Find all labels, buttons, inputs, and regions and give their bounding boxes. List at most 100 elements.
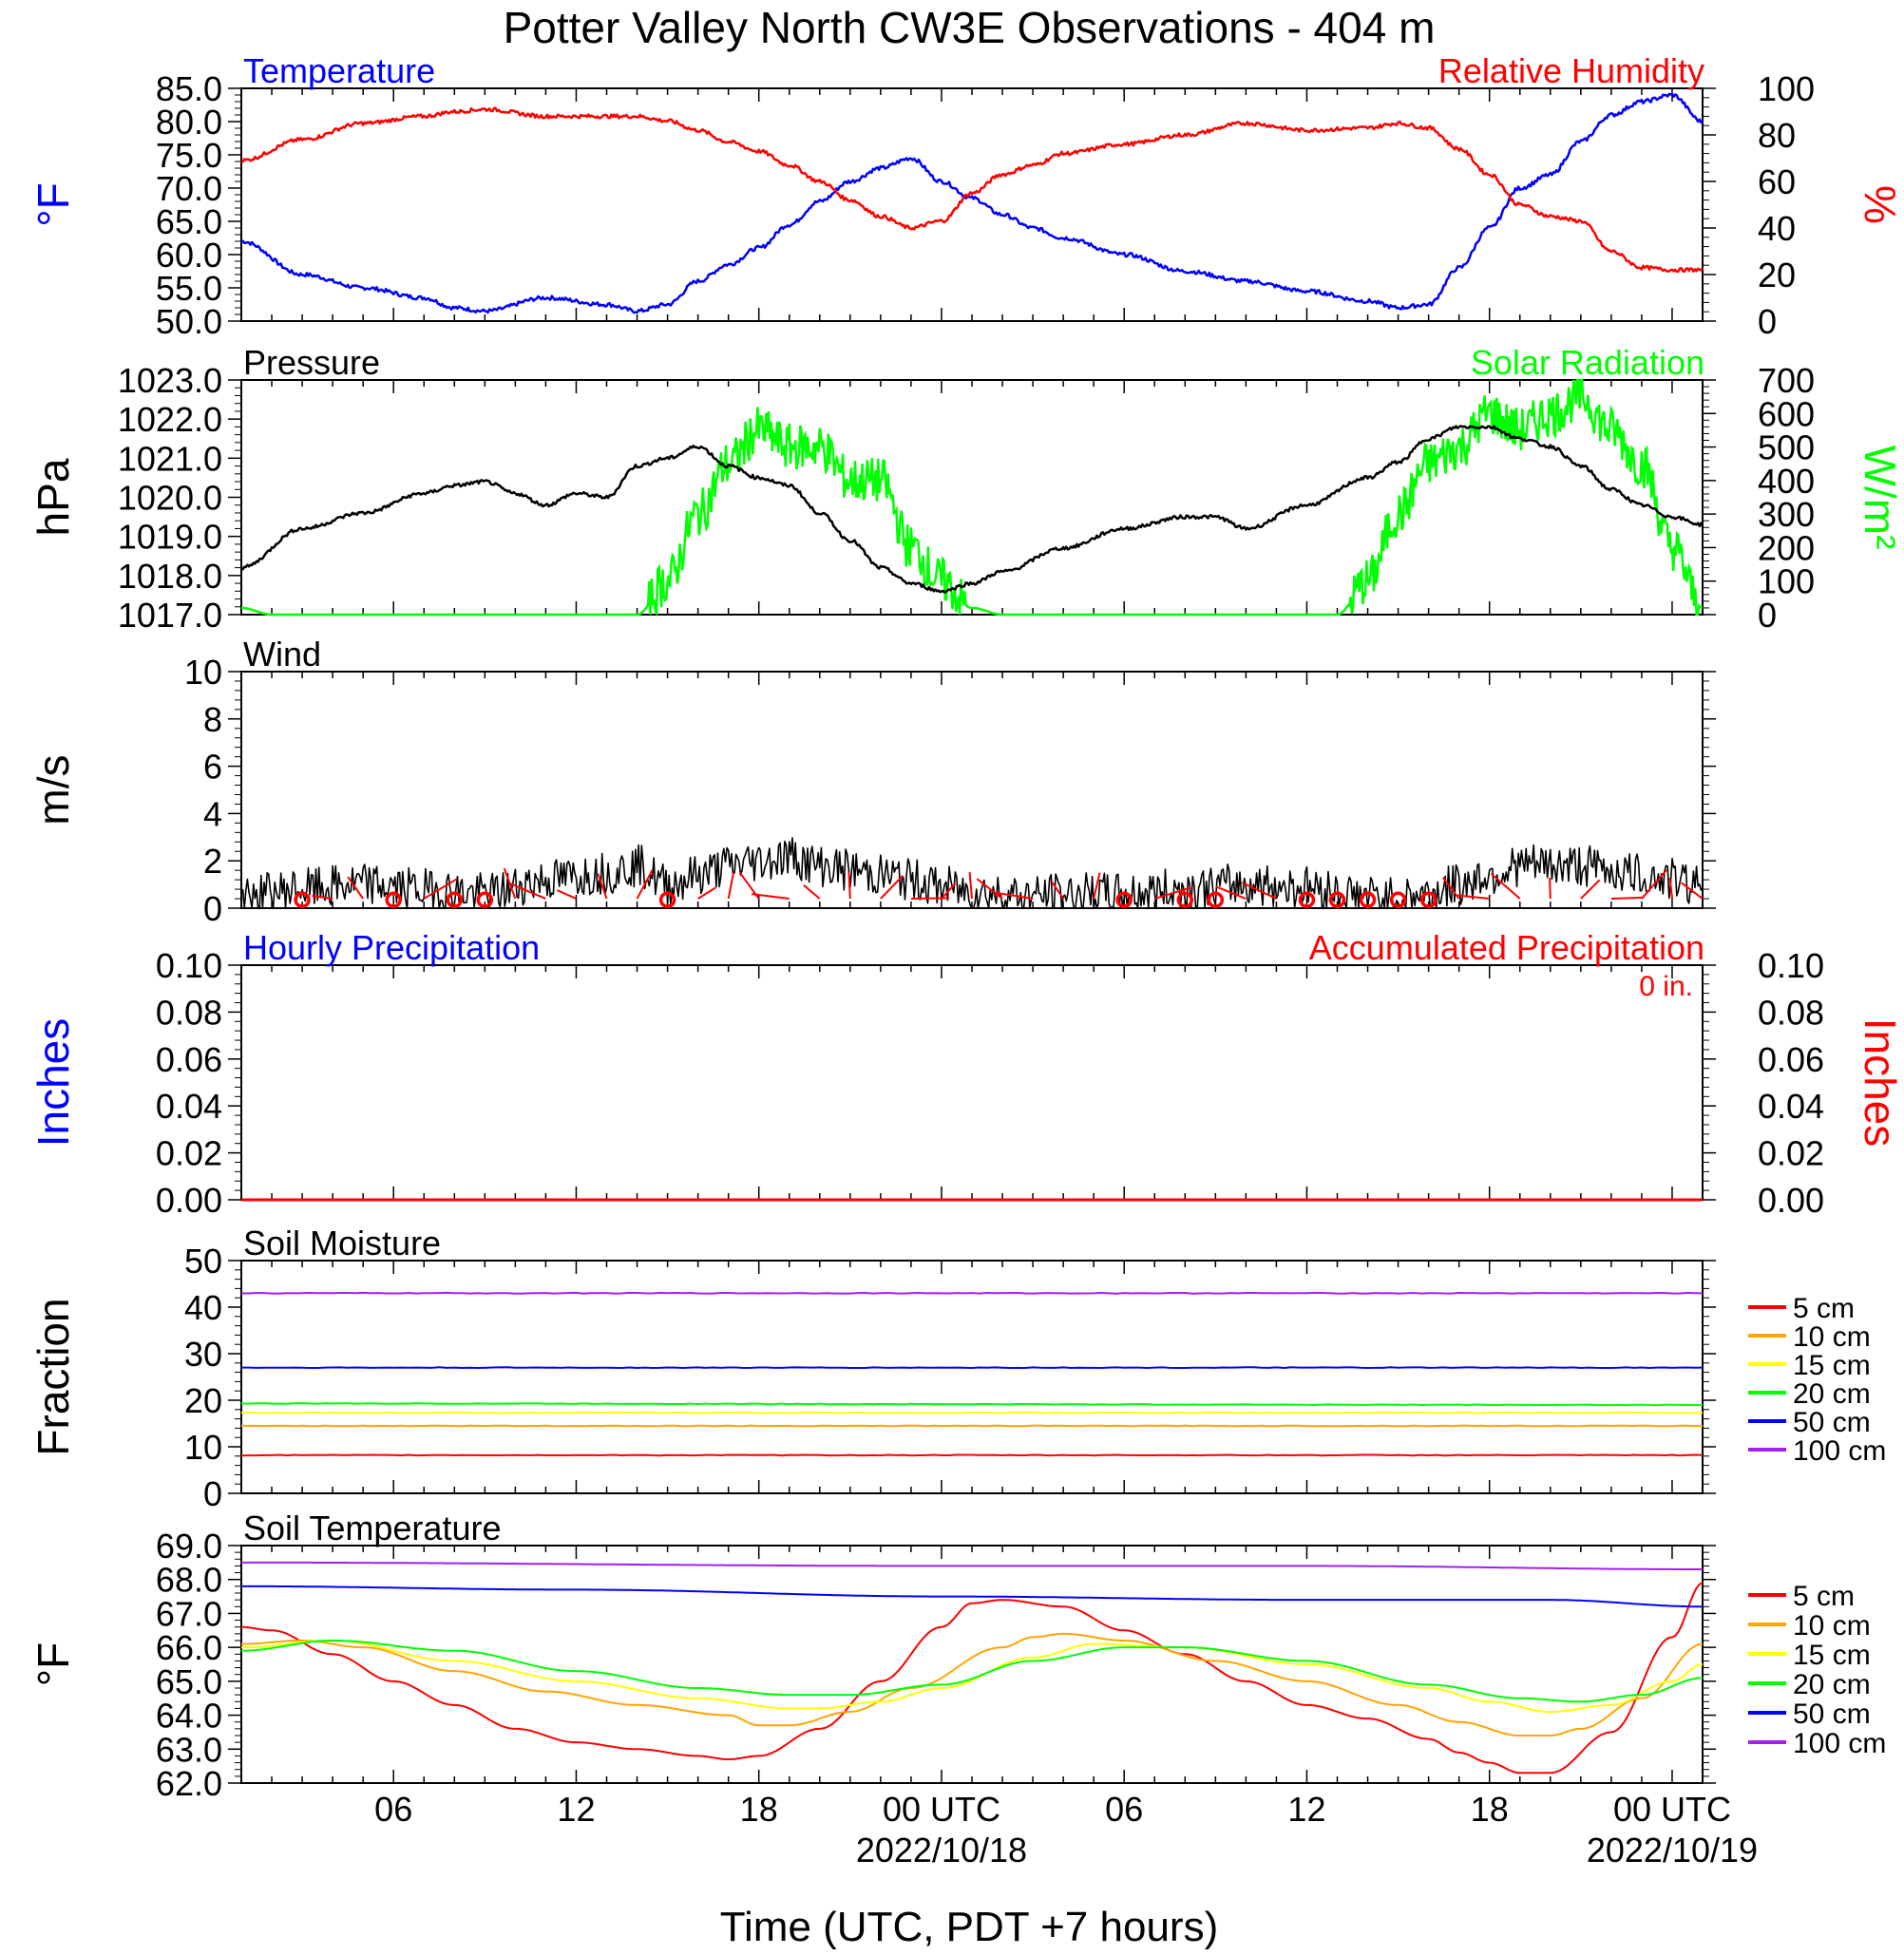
wind-barb — [1457, 894, 1490, 901]
y-tick-label-left: 75.0 — [156, 136, 222, 175]
series-soil-temperature-50cm — [241, 1585, 1703, 1608]
series-relative-humidity — [240, 106, 1704, 274]
y-tick-label-left: 2 — [203, 842, 222, 881]
y-tick-label-left: 55.0 — [156, 269, 222, 308]
y-tick-label-left: 68.0 — [156, 1561, 222, 1600]
y-tick-label-left: 0 — [203, 1474, 222, 1513]
y-tick-label-left: 65.0 — [156, 202, 222, 241]
panel-pressure-solar: 1023.01022.01021.01020.01019.01018.01017… — [29, 343, 1904, 635]
y-tick-label-right: 300 — [1758, 495, 1815, 534]
y-tick-label-left: 8 — [203, 700, 222, 739]
wind-calm-marker — [1115, 891, 1133, 909]
y-tick-label-left: 0.08 — [156, 993, 222, 1032]
y-tick-label-right: 0.00 — [1758, 1181, 1824, 1220]
x-tick-label: 12 — [1287, 1790, 1325, 1829]
legend-label: 100 cm — [1793, 1728, 1886, 1759]
series-wind-speed — [240, 837, 1704, 909]
wind-barb — [1610, 896, 1644, 901]
x-date-label: 2022/10/19 — [1587, 1831, 1758, 1870]
y-tick-label-left: 10 — [184, 1428, 222, 1467]
y-tick-label-left: 70.0 — [156, 169, 222, 208]
wind-calm-marker — [1389, 891, 1407, 909]
wind-barb — [347, 876, 364, 900]
wind-barb — [1093, 872, 1101, 900]
legend-label: 50 cm — [1793, 1407, 1871, 1438]
series-soil-moisture-15cm — [241, 1411, 1704, 1414]
panels: 85.080.075.070.065.060.055.050.010080604… — [29, 51, 1904, 1870]
y-tick-label-left: 10 — [184, 653, 222, 692]
wind-barb — [510, 883, 546, 900]
wind-calm-marker — [1298, 891, 1316, 909]
panel-temp-rh: 85.080.075.070.065.060.055.050.0 100 80 60 4… — [29, 51, 1904, 341]
panel-title-left: Wind — [243, 635, 321, 674]
y-tick-label-left: 65.0 — [156, 1662, 222, 1701]
wind-calm-marker — [1359, 891, 1377, 909]
x-tick-label: 06 — [374, 1790, 412, 1829]
y-axis-title-left: Inches — [29, 1018, 78, 1148]
y-tick-label-left: 0.02 — [156, 1134, 222, 1173]
wind-barb — [556, 889, 577, 900]
series-temperature — [240, 92, 1704, 314]
legend-label: 20 cm — [1793, 1378, 1871, 1410]
x-tick-label: 06 — [1105, 1790, 1143, 1829]
series-pressure — [240, 425, 1704, 594]
y-tick-label-left: 0.06 — [156, 1040, 222, 1079]
y-tick-label-left: 69.0 — [156, 1527, 222, 1566]
y-axis-title-left: °F — [29, 1642, 78, 1687]
y-tick-label-left: 50 — [184, 1242, 222, 1281]
panel-soil-moisture: 50 40 30 20 10 0 Soil Moisture Fraction — [29, 1224, 1716, 1513]
wind-barb — [941, 883, 957, 900]
panel-soil-temperature: 69.068.067.066.065.064.063.062.0 Soil Tem… — [29, 1509, 1716, 1803]
series-soil-moisture-100cm — [240, 1291, 1704, 1295]
wind-barb — [423, 878, 458, 900]
wind-calm-marker — [476, 891, 494, 909]
y-tick-label-left: 0.10 — [156, 946, 222, 985]
panel-title-left: Temperature — [243, 51, 435, 90]
wind-barb — [1580, 879, 1601, 900]
panel-precipitation: 0.10 0.08 0.06 0.04 0.02 0.00 0.10 0.08 0.06 0.04… — [29, 928, 1904, 1220]
x-tick-label: 18 — [740, 1790, 778, 1829]
y-tick-label-left: 0.04 — [156, 1087, 222, 1126]
wind-barb — [727, 872, 734, 900]
y-tick-label-left: 40 — [184, 1288, 222, 1327]
y-axis-title-left: hPa — [29, 458, 78, 536]
wind-barb — [312, 894, 333, 901]
y-tick-label-right: 0 — [1758, 596, 1777, 635]
wind-calm-marker — [1207, 891, 1225, 909]
y-tick-label-left: 62.0 — [156, 1764, 222, 1803]
wind-calm-marker — [658, 891, 676, 909]
series-soil-moisture-5cm — [240, 1453, 1704, 1457]
y-tick-label-right: 60 — [1758, 162, 1796, 201]
y-tick-label-left: 1020.0 — [118, 479, 222, 518]
y-axis-title-left: m/s — [29, 754, 78, 825]
x-tick-label: 12 — [557, 1790, 595, 1829]
y-tick-label-right: 0.02 — [1758, 1134, 1824, 1173]
series-soil-moisture-10cm — [240, 1424, 1703, 1428]
wind-barb — [1549, 878, 1552, 900]
wind-calm-marker — [1419, 891, 1438, 909]
wind-barb — [995, 891, 1034, 901]
wind-barb — [1215, 885, 1247, 900]
wind-barb — [1490, 873, 1521, 900]
x-tick-label: 00 UTC — [1613, 1790, 1731, 1829]
y-tick-label-left: 1022.0 — [118, 400, 222, 439]
y-tick-label-right: 80 — [1758, 116, 1796, 155]
y-tick-label-left: 30 — [184, 1335, 222, 1374]
accumulated-total: 0 in. — [1639, 971, 1693, 1002]
y-tick-label-left: 1017.0 — [118, 596, 222, 635]
wind-barb — [968, 872, 973, 900]
wind-barb — [697, 886, 716, 900]
wind-barb — [803, 884, 821, 900]
series-soil-temperature-5cm — [240, 1582, 1704, 1775]
wind-barb — [976, 878, 1003, 900]
wind-barb — [847, 872, 851, 900]
y-tick-label-left: 1018.0 — [118, 557, 222, 596]
y-tick-label-left: 1019.0 — [118, 518, 222, 557]
y-tick-label-right: 40 — [1758, 209, 1796, 248]
y-axis-title-right: % — [1856, 185, 1904, 224]
legend-label: 50 cm — [1793, 1699, 1871, 1730]
wind-barb — [1241, 882, 1277, 900]
legend-label: 10 cm — [1793, 1321, 1871, 1353]
